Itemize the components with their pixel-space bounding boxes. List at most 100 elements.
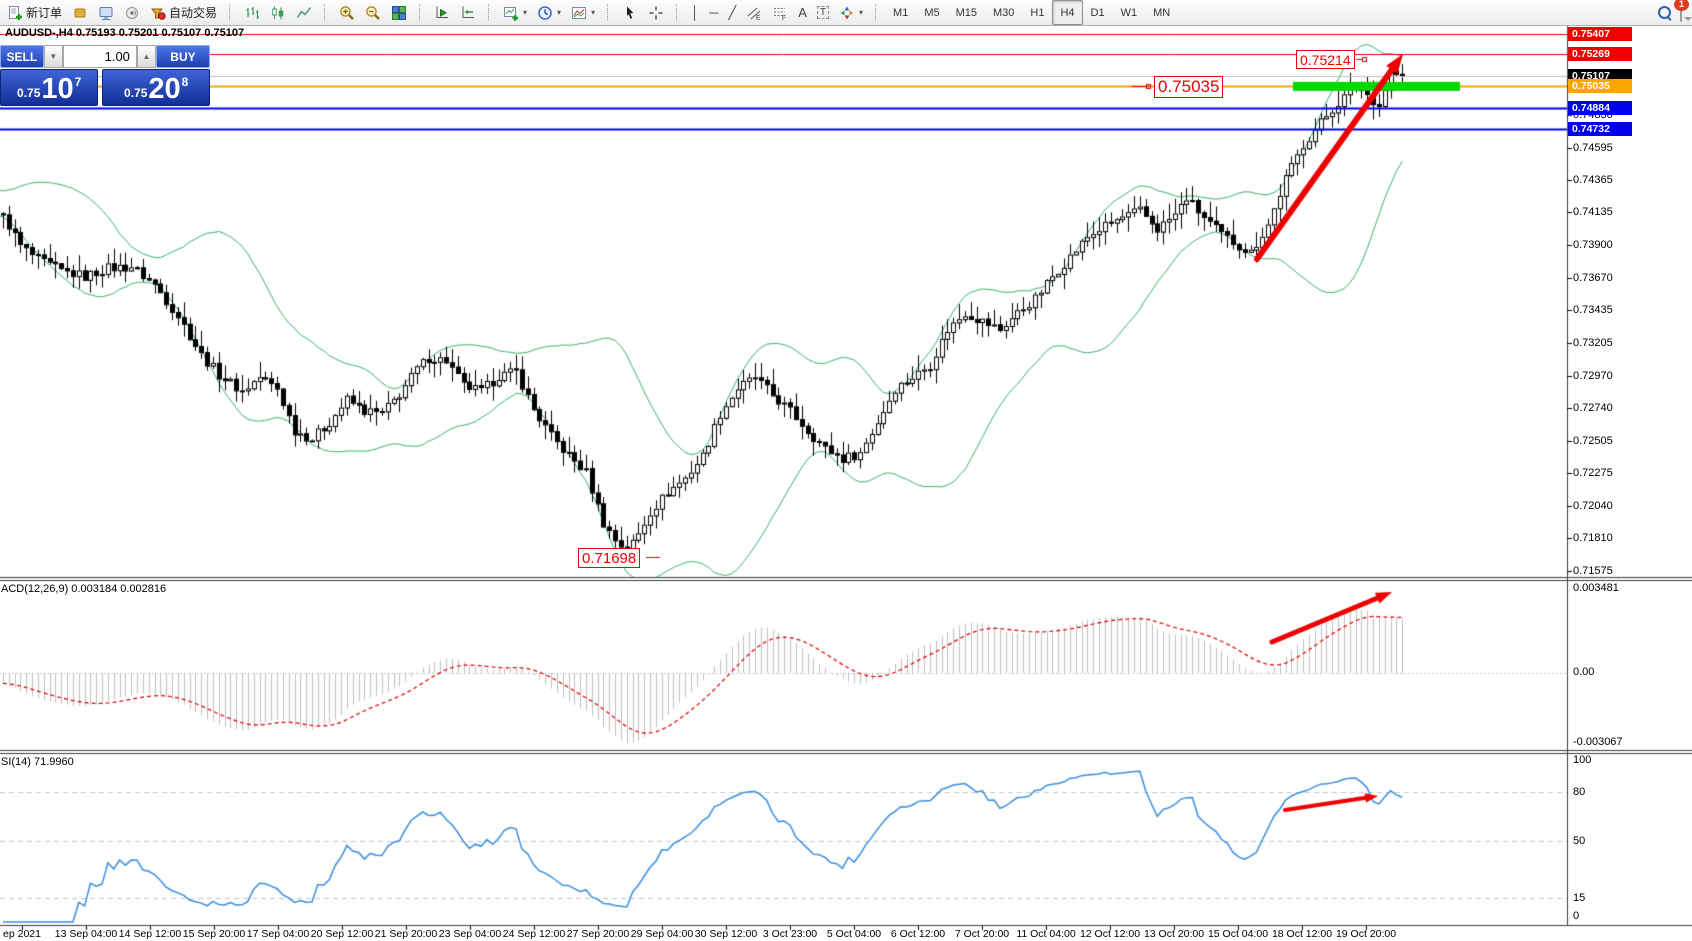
- main-chart-panel[interactable]: [0, 26, 1567, 577]
- auto-scroll-icon: [434, 5, 450, 21]
- volume-down-stepper[interactable]: ▼: [43, 45, 63, 68]
- price-axis-tick: 0.72740: [1573, 401, 1613, 414]
- chart-shift-button[interactable]: [455, 0, 481, 25]
- trendline-button[interactable]: ╱: [723, 0, 741, 25]
- time-axis-label: 15 Sep 20:00: [182, 928, 246, 940]
- sell-price-point: 7: [74, 75, 82, 89]
- macd-scale-label: 0.003481: [1573, 582, 1619, 594]
- time-axis-label: 27 Sep 20:00: [566, 928, 630, 940]
- toolbar-group-2: [332, 0, 414, 25]
- text-button[interactable]: A: [793, 0, 812, 25]
- sell-price-display[interactable]: 0.75 10 7: [0, 69, 99, 106]
- new-order-button[interactable]: 新订单: [2, 0, 67, 25]
- timeframe-m1-button[interactable]: M1: [893, 6, 909, 19]
- search-icon[interactable]: [1658, 5, 1672, 21]
- price-axis-tick: 0.71575: [1573, 564, 1613, 577]
- chevron-down-icon: ▾: [591, 8, 596, 17]
- cursor-button[interactable]: [617, 0, 643, 25]
- buy-price-pips: 20: [148, 73, 181, 105]
- buy-price-base: 0.75: [124, 86, 148, 100]
- zoom-out-icon: [365, 5, 381, 21]
- terminal-icon: [98, 5, 114, 21]
- buy-price-display[interactable]: 0.75 20 8: [102, 69, 210, 106]
- arrow-tools-button[interactable]: ▾: [834, 0, 868, 25]
- toolbar-separator: [419, 4, 424, 21]
- buy-price-point: 8: [181, 75, 189, 89]
- text-label-button[interactable]: T: [812, 0, 834, 25]
- chart-shift-icon: [460, 5, 476, 21]
- channel-icon: E: [746, 5, 762, 21]
- time-axis-label: ep 2021: [3, 928, 41, 940]
- autotrading-button[interactable]: 自动交易: [145, 0, 222, 25]
- periods-button[interactable]: ▾: [532, 0, 566, 25]
- templates-button[interactable]: ▾: [566, 0, 600, 25]
- horizontal-line-button[interactable]: ─: [704, 0, 723, 25]
- template-icon: [571, 5, 587, 21]
- macd-indicator-label: ACD(12,26,9) 0.003184 0.002816: [1, 583, 167, 595]
- toolbar-group-3: [427, 0, 483, 25]
- svg-text:F: F: [782, 15, 786, 21]
- timeframe-m30-button[interactable]: M30: [993, 6, 1015, 19]
- price-axis-tick: 0.72970: [1573, 369, 1613, 382]
- time-axis-label: 24 Sep 12:00: [502, 928, 566, 940]
- timeframe-h1-button[interactable]: H1: [1030, 6, 1045, 19]
- terminal-button[interactable]: [93, 0, 119, 25]
- time-axis-label: 14 Sep 12:00: [118, 928, 182, 940]
- timeframe-toolbar: M1 M5 M15 M30 H1 H4 D1 W1 MN: [883, 0, 1180, 25]
- candle-chart-icon: [270, 5, 286, 21]
- sell-button[interactable]: SELL: [0, 45, 44, 68]
- rsi-panel[interactable]: [0, 754, 1567, 925]
- price-annotation-low[interactable]: 0.71698: [578, 548, 641, 568]
- text-label-icon: T: [816, 6, 830, 19]
- time-axis-label: 19 Oct 20:00: [1335, 928, 1397, 940]
- toolbar-separator: [229, 4, 234, 21]
- price-axis-tick: 0.74595: [1573, 142, 1613, 154]
- time-axis-label: 3 Oct 23:00: [762, 928, 818, 940]
- timeframe-m15-button[interactable]: M15: [955, 6, 978, 19]
- candlestick-chart-button[interactable]: [265, 0, 291, 25]
- timeframe-mn-button[interactable]: MN: [1153, 6, 1171, 19]
- toolbar-separator: [607, 4, 612, 21]
- timeframe-h4-button[interactable]: H4: [1052, 0, 1083, 25]
- channel-button[interactable]: E: [741, 0, 767, 25]
- time-axis-label: 20 Sep 12:00: [310, 928, 374, 940]
- crosshair-button[interactable]: [643, 0, 669, 25]
- chat-bubble-icon: [1680, 2, 1682, 22]
- line-chart-icon: [296, 5, 312, 21]
- line-chart-button[interactable]: [291, 0, 317, 25]
- period-clock-icon: [537, 5, 553, 21]
- toolbar-group-4: ▾ ▾ ▾: [496, 0, 602, 25]
- fibonacci-button[interactable]: F: [767, 0, 793, 25]
- macd-panel[interactable]: [0, 581, 1567, 750]
- price-level-badge: 0.74732: [1568, 121, 1632, 136]
- buy-button[interactable]: BUY: [155, 45, 210, 68]
- timeframe-w1-button[interactable]: W1: [1120, 6, 1138, 19]
- price-annotation-entry[interactable]: 0.75035: [1154, 76, 1224, 98]
- time-axis-label: 13 Sep 04:00: [54, 928, 118, 940]
- package-button[interactable]: [67, 0, 93, 25]
- rsi-scale-label: 15: [1573, 892, 1586, 904]
- timeframe-m5-button[interactable]: M5: [924, 6, 940, 19]
- signal-button[interactable]: [119, 0, 145, 25]
- timeframe-d1-button[interactable]: D1: [1090, 6, 1105, 19]
- volume-input[interactable]: 1.00: [62, 45, 137, 68]
- time-axis-label: 23 Sep 04:00: [438, 928, 502, 940]
- price-axis-tick: 0.72505: [1573, 434, 1613, 447]
- price-axis-tick: 0.72275: [1573, 466, 1613, 479]
- price-annotation-breakout[interactable]: 0.75214: [1296, 50, 1355, 69]
- toolbar-separator: [488, 4, 493, 21]
- tile-windows-button[interactable]: [386, 0, 412, 25]
- price-axis-tick: 0.71810: [1573, 532, 1613, 545]
- macd-scale-label: -0.003067: [1573, 736, 1623, 748]
- notifications-button[interactable]: 1: [1674, 0, 1689, 22]
- zoom-in-button[interactable]: [334, 0, 360, 25]
- volume-up-stepper[interactable]: ▲: [136, 45, 156, 68]
- zoom-out-button[interactable]: [360, 0, 386, 25]
- price-level-badge: 0.75035: [1568, 79, 1632, 94]
- vertical-line-button[interactable]: │: [686, 0, 704, 25]
- new-chart-button[interactable]: ▾: [498, 0, 532, 25]
- auto-scroll-button[interactable]: [429, 0, 455, 25]
- bar-chart-button[interactable]: [239, 0, 265, 25]
